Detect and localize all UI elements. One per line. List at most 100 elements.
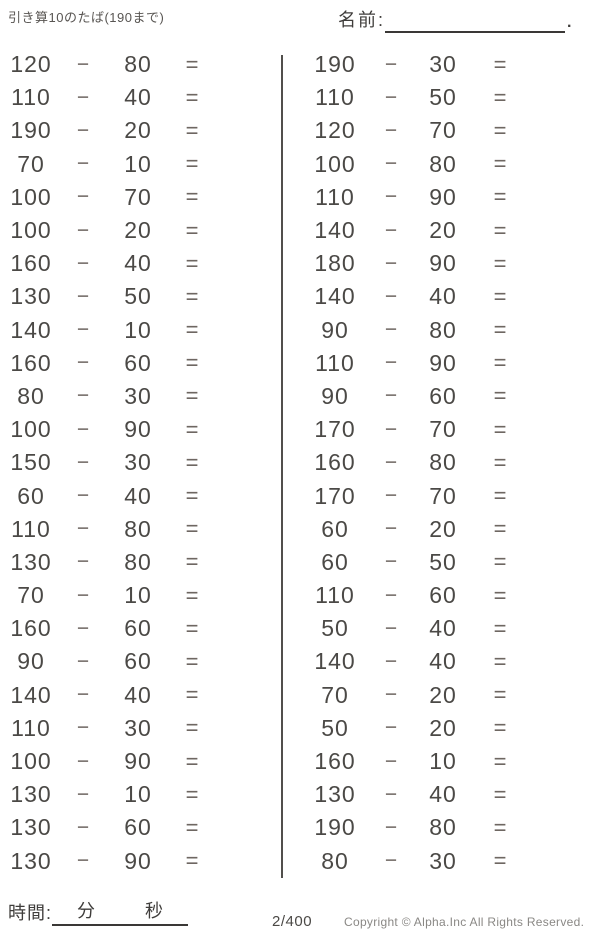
minutes-label: 分 bbox=[77, 901, 96, 921]
equals-sign: = bbox=[185, 483, 199, 509]
problem-row: 80 − 30 = bbox=[300, 845, 526, 878]
problems-left: 120 − 80 = 110 − 40 = 190 − 20 = 70 − 10… bbox=[2, 48, 214, 878]
minus-icon: − bbox=[76, 450, 90, 474]
minuend: 160 bbox=[10, 615, 52, 642]
problem-row: 130 − 80 = bbox=[2, 546, 214, 579]
minuend: 70 bbox=[17, 582, 45, 609]
time-label: 時間: bbox=[8, 903, 53, 923]
equals-sign: = bbox=[185, 117, 199, 143]
minus-icon: − bbox=[76, 583, 90, 607]
problem-row: 110 − 90 = bbox=[300, 181, 526, 214]
minuend: 70 bbox=[17, 150, 45, 177]
problem-row: 70 − 20 = bbox=[300, 679, 526, 712]
subtrahend: 40 bbox=[124, 681, 152, 708]
problem-row: 190 − 30 = bbox=[300, 48, 526, 81]
minus-icon: − bbox=[384, 550, 398, 574]
subtrahend: 90 bbox=[429, 250, 457, 277]
equals-sign: = bbox=[185, 416, 199, 442]
problem-row: 150 − 30 = bbox=[2, 446, 214, 479]
equals-sign: = bbox=[493, 682, 507, 708]
problem-row: 60 − 50 = bbox=[300, 546, 526, 579]
minus-icon: − bbox=[384, 849, 398, 873]
equals-sign: = bbox=[185, 250, 199, 276]
problem-row: 110 − 40 = bbox=[2, 81, 214, 114]
subtrahend: 10 bbox=[124, 582, 152, 609]
minuend: 140 bbox=[10, 681, 52, 708]
minuend: 180 bbox=[314, 250, 356, 277]
minus-icon: − bbox=[384, 85, 398, 109]
minus-icon: − bbox=[384, 583, 398, 607]
subtrahend: 20 bbox=[429, 681, 457, 708]
minus-icon: − bbox=[384, 417, 398, 441]
minus-icon: − bbox=[384, 616, 398, 640]
minuend: 190 bbox=[314, 51, 356, 78]
problem-row: 60 − 40 = bbox=[2, 479, 214, 512]
minuend: 150 bbox=[10, 449, 52, 476]
time-field-area: 時間: 分 秒 bbox=[8, 899, 189, 926]
problem-row: 190 − 20 = bbox=[2, 114, 214, 147]
problem-row: 90 − 80 = bbox=[300, 314, 526, 347]
problem-row: 160 − 60 = bbox=[2, 347, 214, 380]
minus-icon: − bbox=[76, 218, 90, 242]
subtrahend: 60 bbox=[429, 382, 457, 409]
equals-sign: = bbox=[185, 317, 199, 343]
minuend: 130 bbox=[10, 847, 52, 874]
subtrahend: 80 bbox=[429, 449, 457, 476]
minus-icon: − bbox=[76, 318, 90, 342]
subtrahend: 70 bbox=[429, 117, 457, 144]
problem-row: 110 − 90 = bbox=[300, 347, 526, 380]
minus-icon: − bbox=[384, 185, 398, 209]
subtrahend: 10 bbox=[429, 748, 457, 775]
minuend: 140 bbox=[314, 217, 356, 244]
minus-icon: − bbox=[76, 484, 90, 508]
equals-sign: = bbox=[493, 383, 507, 409]
minus-icon: − bbox=[384, 384, 398, 408]
problem-row: 100 − 90 = bbox=[2, 745, 214, 778]
minuend: 190 bbox=[314, 814, 356, 841]
subtrahend: 50 bbox=[124, 283, 152, 310]
equals-sign: = bbox=[493, 217, 507, 243]
problem-row: 170 − 70 = bbox=[300, 479, 526, 512]
equals-sign: = bbox=[493, 748, 507, 774]
minuend: 80 bbox=[321, 847, 349, 874]
problem-row: 110 − 50 = bbox=[300, 81, 526, 114]
minus-icon: − bbox=[76, 185, 90, 209]
minuend: 160 bbox=[10, 250, 52, 277]
subtrahend: 90 bbox=[124, 416, 152, 443]
minus-icon: − bbox=[384, 351, 398, 375]
subtrahend: 40 bbox=[124, 482, 152, 509]
problem-row: 70 − 10 = bbox=[2, 579, 214, 612]
minus-icon: − bbox=[384, 118, 398, 142]
minuend: 70 bbox=[321, 681, 349, 708]
subtrahend: 20 bbox=[124, 217, 152, 244]
minuend: 60 bbox=[321, 548, 349, 575]
problem-row: 180 − 90 = bbox=[300, 247, 526, 280]
minuend: 190 bbox=[10, 117, 52, 144]
problem-row: 160 − 80 = bbox=[300, 446, 526, 479]
problem-row: 100 − 80 = bbox=[300, 148, 526, 181]
time-blank-line: 分 秒 bbox=[52, 901, 189, 926]
problem-row: 140 − 40 = bbox=[300, 645, 526, 678]
equals-sign: = bbox=[493, 151, 507, 177]
subtrahend: 80 bbox=[124, 515, 152, 542]
problem-row: 130 − 50 = bbox=[2, 280, 214, 313]
minuend: 160 bbox=[314, 748, 356, 775]
column-divider-line bbox=[281, 55, 283, 878]
subtrahend: 70 bbox=[429, 416, 457, 443]
minuend: 110 bbox=[315, 183, 355, 210]
subtrahend: 40 bbox=[429, 648, 457, 675]
problem-row: 140 − 40 = bbox=[300, 280, 526, 313]
equals-sign: = bbox=[185, 184, 199, 210]
minus-icon: − bbox=[76, 251, 90, 275]
minuend: 110 bbox=[315, 582, 355, 609]
minus-icon: − bbox=[76, 849, 90, 873]
minus-icon: − bbox=[76, 52, 90, 76]
subtrahend: 80 bbox=[124, 548, 152, 575]
equals-sign: = bbox=[493, 582, 507, 608]
subtrahend: 40 bbox=[429, 615, 457, 642]
subtrahend: 10 bbox=[124, 316, 152, 343]
subtrahend: 30 bbox=[124, 382, 152, 409]
equals-sign: = bbox=[185, 383, 199, 409]
minus-icon: − bbox=[76, 550, 90, 574]
subtrahend: 30 bbox=[124, 714, 152, 741]
